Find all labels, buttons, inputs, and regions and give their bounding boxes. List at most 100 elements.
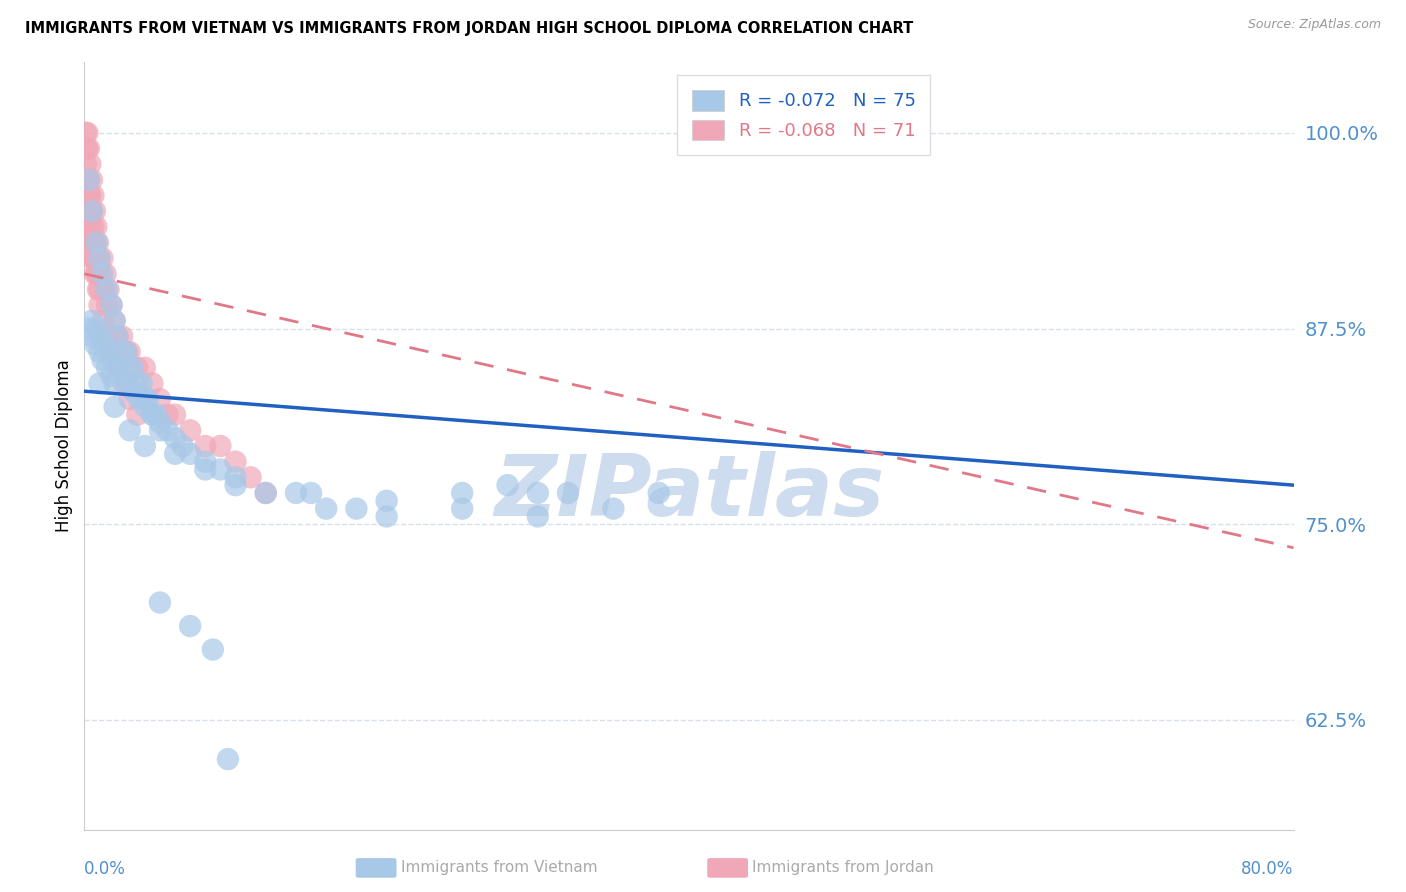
Point bbox=[451, 486, 474, 500]
Point bbox=[527, 486, 550, 500]
Point bbox=[149, 416, 172, 430]
Y-axis label: High School Diploma: High School Diploma bbox=[55, 359, 73, 533]
Point bbox=[86, 321, 108, 335]
Point bbox=[118, 360, 141, 375]
Text: Immigrants from Vietnam: Immigrants from Vietnam bbox=[401, 860, 598, 874]
Point bbox=[165, 408, 187, 422]
Point bbox=[127, 360, 149, 375]
Point bbox=[111, 329, 134, 343]
Text: Source: ZipAtlas.com: Source: ZipAtlas.com bbox=[1247, 18, 1381, 31]
Point bbox=[179, 619, 201, 633]
Point bbox=[115, 345, 138, 359]
Point bbox=[77, 321, 100, 335]
Point bbox=[156, 423, 179, 437]
Point bbox=[104, 314, 127, 328]
Point bbox=[165, 431, 187, 445]
Point bbox=[79, 235, 101, 250]
Point bbox=[557, 486, 579, 500]
Point bbox=[346, 501, 368, 516]
Point bbox=[86, 251, 108, 265]
Point bbox=[136, 392, 159, 406]
Point bbox=[209, 462, 232, 476]
Point bbox=[96, 329, 118, 343]
Point bbox=[96, 282, 118, 296]
Point bbox=[121, 384, 143, 399]
Point bbox=[80, 235, 103, 250]
Point bbox=[89, 251, 111, 265]
Point bbox=[194, 462, 217, 476]
Point bbox=[100, 298, 122, 312]
Point bbox=[118, 423, 141, 437]
Point bbox=[100, 298, 122, 312]
Point bbox=[225, 470, 247, 484]
Point bbox=[79, 157, 101, 171]
Point bbox=[75, 126, 97, 140]
Point bbox=[375, 493, 398, 508]
Point bbox=[107, 360, 129, 375]
Point bbox=[141, 408, 163, 422]
Point bbox=[149, 423, 172, 437]
Point bbox=[89, 345, 111, 359]
Point bbox=[127, 376, 149, 391]
Point bbox=[115, 345, 138, 359]
Point bbox=[149, 596, 172, 610]
Point bbox=[84, 267, 107, 281]
Point bbox=[146, 408, 169, 422]
Point bbox=[96, 360, 118, 375]
Point bbox=[79, 204, 101, 219]
Point bbox=[225, 478, 247, 492]
Point bbox=[84, 235, 107, 250]
Point bbox=[79, 204, 101, 219]
Point bbox=[76, 173, 98, 187]
Point bbox=[285, 486, 308, 500]
Point bbox=[375, 509, 398, 524]
Point bbox=[80, 204, 103, 219]
Point bbox=[79, 188, 101, 202]
Point bbox=[82, 188, 104, 202]
Point bbox=[96, 298, 118, 312]
Point bbox=[89, 329, 111, 343]
Point bbox=[194, 455, 217, 469]
Point bbox=[86, 267, 108, 281]
Text: Immigrants from Jordan: Immigrants from Jordan bbox=[752, 860, 934, 874]
Point bbox=[156, 408, 179, 422]
Point bbox=[87, 235, 110, 250]
Point bbox=[254, 486, 277, 500]
Text: 0.0%: 0.0% bbox=[84, 860, 127, 878]
Point bbox=[82, 251, 104, 265]
Point bbox=[118, 345, 141, 359]
Point bbox=[194, 439, 217, 453]
Point bbox=[86, 235, 108, 250]
Point bbox=[121, 360, 143, 375]
Point bbox=[76, 173, 98, 187]
Point bbox=[97, 282, 120, 296]
Point bbox=[80, 329, 103, 343]
Point bbox=[149, 392, 172, 406]
Point bbox=[91, 267, 114, 281]
Point bbox=[104, 376, 127, 391]
Point bbox=[134, 439, 156, 453]
Point bbox=[80, 251, 103, 265]
Point bbox=[648, 486, 671, 500]
Point bbox=[82, 219, 104, 234]
Point bbox=[77, 188, 100, 202]
Point bbox=[254, 486, 277, 500]
Point bbox=[134, 392, 156, 406]
Point bbox=[134, 400, 156, 414]
Point bbox=[165, 447, 187, 461]
Point bbox=[111, 345, 134, 359]
Point bbox=[602, 501, 624, 516]
Point bbox=[104, 400, 127, 414]
Point bbox=[93, 282, 115, 296]
Point bbox=[128, 392, 150, 406]
Point bbox=[84, 337, 107, 351]
Point bbox=[89, 376, 111, 391]
Point bbox=[239, 470, 262, 484]
Point bbox=[77, 173, 100, 187]
Point bbox=[115, 376, 138, 391]
Point bbox=[91, 251, 114, 265]
Point bbox=[77, 219, 100, 234]
Point bbox=[217, 752, 239, 766]
Point bbox=[97, 345, 120, 359]
Point bbox=[172, 439, 194, 453]
